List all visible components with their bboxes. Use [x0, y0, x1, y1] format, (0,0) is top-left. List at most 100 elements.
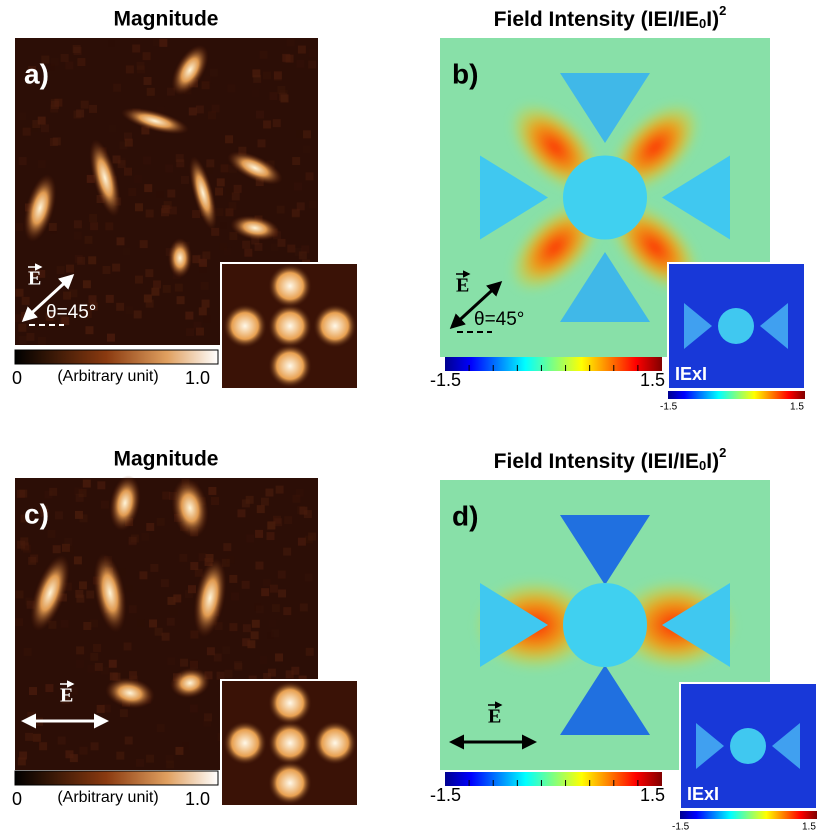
noise	[246, 534, 254, 542]
noise	[292, 157, 300, 165]
figure: Magnitudea)0(Arbitrary unit)1.0Eθ=45°Fie…	[0, 0, 821, 833]
noise	[146, 210, 154, 218]
noise	[55, 511, 63, 519]
colorbar-min: -1.5	[430, 785, 461, 805]
inset-colorbar-max: 1.5	[802, 822, 816, 833]
colorbar	[445, 357, 662, 371]
noise	[106, 295, 114, 303]
noise	[190, 704, 198, 712]
noise	[277, 86, 285, 94]
noise	[74, 220, 82, 228]
noise	[157, 724, 165, 732]
noise	[296, 489, 304, 497]
noise	[167, 618, 175, 626]
noise	[224, 670, 232, 678]
noise	[137, 619, 145, 627]
noise	[270, 585, 278, 593]
noise	[152, 38, 160, 46]
inset-disk	[718, 308, 754, 344]
noise	[76, 595, 84, 603]
noise	[199, 553, 207, 561]
noise	[125, 737, 133, 745]
noise	[227, 556, 235, 564]
title-rest: I)	[706, 450, 719, 473]
noise	[175, 747, 183, 755]
noise	[242, 581, 250, 589]
noise	[208, 487, 216, 495]
noise	[252, 620, 260, 628]
noise	[75, 255, 83, 263]
noise	[296, 60, 304, 68]
noise	[303, 130, 311, 138]
noise	[217, 672, 225, 680]
noise	[156, 190, 164, 198]
noise	[207, 647, 215, 655]
noise	[306, 172, 314, 180]
noise	[162, 633, 170, 641]
noise	[294, 183, 302, 191]
inset-spot	[268, 264, 312, 308]
noise	[91, 742, 99, 750]
noise	[211, 497, 219, 505]
noise	[223, 543, 231, 551]
noise	[116, 752, 124, 760]
inset-label: IExI	[675, 364, 707, 384]
noise	[189, 107, 197, 115]
noise	[16, 590, 24, 598]
noise	[137, 62, 145, 70]
panel-label: b)	[452, 58, 478, 89]
noise	[261, 588, 269, 596]
inset-colorbar-max: 1.5	[790, 402, 804, 413]
noise	[49, 488, 57, 496]
noise	[255, 530, 263, 538]
noise	[308, 533, 316, 541]
noise	[64, 538, 72, 546]
noise	[50, 138, 58, 146]
inset-colorbar-min: -1.5	[660, 402, 678, 413]
noise	[153, 280, 161, 288]
noise	[275, 653, 283, 661]
noise	[161, 579, 169, 587]
noise	[234, 185, 242, 193]
noise	[25, 733, 33, 741]
noise	[86, 591, 94, 599]
noise	[38, 160, 46, 168]
colorbar	[15, 771, 218, 785]
noise	[242, 241, 250, 249]
colorbar-max: 1.5	[640, 785, 665, 805]
noise	[122, 248, 130, 256]
noise	[88, 665, 96, 673]
noise	[161, 208, 169, 216]
noise	[287, 245, 295, 253]
noise	[157, 518, 165, 526]
noise	[128, 188, 136, 196]
noise	[29, 687, 37, 695]
noise	[190, 562, 198, 570]
inset-spot	[268, 304, 312, 348]
title-text: Field Intensity (IEI/IE	[494, 450, 699, 473]
noise	[125, 585, 133, 593]
noise	[201, 282, 209, 290]
noise	[212, 684, 220, 692]
noise	[146, 755, 154, 763]
noise	[57, 266, 65, 274]
noise	[135, 203, 143, 211]
noise	[15, 289, 23, 297]
noise	[261, 498, 269, 506]
noise	[85, 326, 93, 334]
panel-title: Field Intensity (IEI/IE0I)2	[494, 3, 727, 31]
noise	[163, 285, 171, 293]
noise	[95, 663, 103, 671]
noise	[69, 289, 77, 297]
noise	[278, 589, 286, 597]
noise	[283, 548, 291, 556]
noise	[286, 55, 294, 63]
noise	[206, 159, 214, 167]
noise	[66, 265, 74, 273]
noise	[124, 133, 132, 141]
title-text: Field Intensity (IEI/IE	[494, 8, 699, 31]
noise	[49, 223, 57, 231]
noise	[81, 101, 89, 109]
noise	[143, 52, 151, 60]
noise	[237, 509, 245, 517]
